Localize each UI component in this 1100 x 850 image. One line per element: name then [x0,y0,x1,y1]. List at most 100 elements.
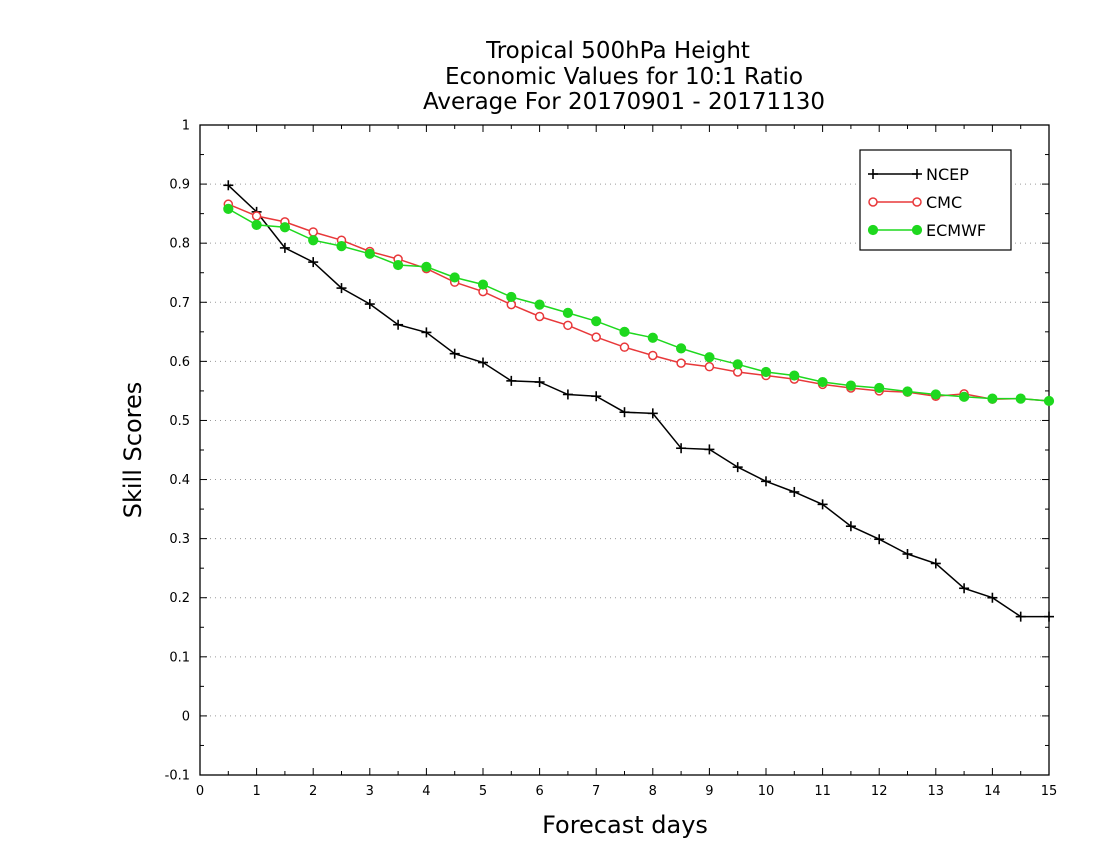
point-ncep [676,443,687,454]
y-tick-label: 0.6 [169,355,190,370]
point-ncep [308,257,319,268]
point-cmc [704,361,715,372]
point-cmc [591,332,601,342]
point-ecmwf [223,203,234,215]
y-tick-label: 0.8 [169,237,190,252]
point-ecmwf [1015,393,1026,404]
legend-label-cmc: CMC [926,193,962,212]
point-ncep [591,391,602,402]
legend-marker-cmc [868,197,878,207]
point-ncep [562,389,573,400]
point-ecmwf [506,291,517,303]
y-tick-label: 0.4 [169,473,190,488]
point-ncep [902,549,913,559]
x-tick-label: 14 [984,784,1001,799]
point-ecmwf [959,391,970,402]
x-tick-label: 3 [366,784,374,799]
x-tick-label: 12 [871,784,888,799]
point-ecmwf [534,299,545,310]
point-cmc [308,227,318,237]
series-ecmwf [223,203,1055,407]
point-ecmwf [308,235,319,246]
point-ecmwf [449,272,460,283]
x-tick-label: 9 [705,784,713,799]
point-ncep [817,499,828,510]
chart-title: Tropical 500hPa Height Economic Values f… [423,38,825,115]
point-ncep [223,180,234,191]
point-ecmwf [251,219,262,230]
point-ncep [874,534,885,545]
axes: 0 1 2 3 4 5 6 7 8 9 10 11 12 13 14 15-0.100.10.20.30.40… [165,119,1058,800]
point-ncep [959,583,970,594]
point-ncep [393,319,404,330]
legend-marker-ecmwf-end [911,224,923,236]
point-ecmwf [364,248,375,259]
x-tick-label: 1 [252,784,260,799]
y-tick-label: 0.7 [169,296,190,311]
point-ncep [987,592,998,603]
grid-lines [200,183,1049,717]
point-ncep [279,242,290,253]
x-tick-label: 10 [758,784,775,799]
point-cmc [619,342,630,352]
y-tick-label: 0 [182,709,190,724]
point-ecmwf [647,332,658,343]
point-ecmwf [902,386,913,397]
x-tick-label: 5 [479,784,487,799]
point-ecmwf [477,279,489,290]
x-tick-label: 4 [422,784,430,799]
point-ncep [619,407,630,418]
point-ecmwf [619,326,630,337]
point-ncep [364,299,375,310]
x-tick-label: 11 [814,784,831,799]
point-ncep [506,375,517,386]
point-cmc [563,320,573,331]
x-axis-label: Forecast days [542,811,708,839]
x-tick-label: 13 [928,784,945,799]
point-ecmwf [789,370,800,381]
y-tick-label: 0.3 [169,532,190,547]
legend: NCEP CMC ECMWF [859,149,1012,251]
point-ecmwf [676,343,687,354]
point-ncep [534,377,545,388]
y-tick-label: 0.1 [169,650,190,665]
point-ecmwf [562,307,574,319]
point-cmc [534,311,545,322]
x-tick-label: 8 [649,784,657,799]
y-tick-label: 0.9 [169,178,190,193]
point-ncep [478,357,488,368]
x-tick-label: 6 [535,784,543,799]
legend-marker-cmc-end [912,197,922,207]
title-line-2: Economic Values for 10:1 Ratio [445,64,803,90]
x-tick-label: 0 [196,784,204,799]
point-ecmwf [817,376,828,388]
point-ecmwf [421,261,432,272]
point-ecmwf [987,393,998,404]
point-ncep [789,486,800,497]
point-ecmwf [732,359,743,370]
point-ncep [761,476,771,487]
point-ncep [930,558,941,569]
y-tick-label: -0.1 [165,769,190,784]
point-ecmwf [760,366,772,378]
legend-marker-ecmwf [867,224,879,236]
series-layer [223,180,1055,622]
x-tick-label: 2 [309,784,317,799]
title-line-3: Average For 20170901 - 20171130 [423,89,825,115]
y-tick-label: 1 [182,119,190,134]
point-ncep [1015,611,1026,622]
y-tick-label: 0.2 [169,591,190,606]
point-ncep [1044,611,1054,622]
point-ecmwf [845,380,857,391]
point-ncep [449,348,460,359]
point-ncep [704,444,715,455]
point-ecmwf [279,222,290,233]
point-ecmwf [393,259,404,271]
point-ncep [421,327,432,338]
legend-label-ncep: NCEP [926,165,969,184]
x-tick-label: 15 [1041,784,1058,799]
point-cmc [676,358,686,368]
y-axis-label: Skill Scores [119,382,147,519]
y-tick-label: 0.5 [169,414,190,429]
